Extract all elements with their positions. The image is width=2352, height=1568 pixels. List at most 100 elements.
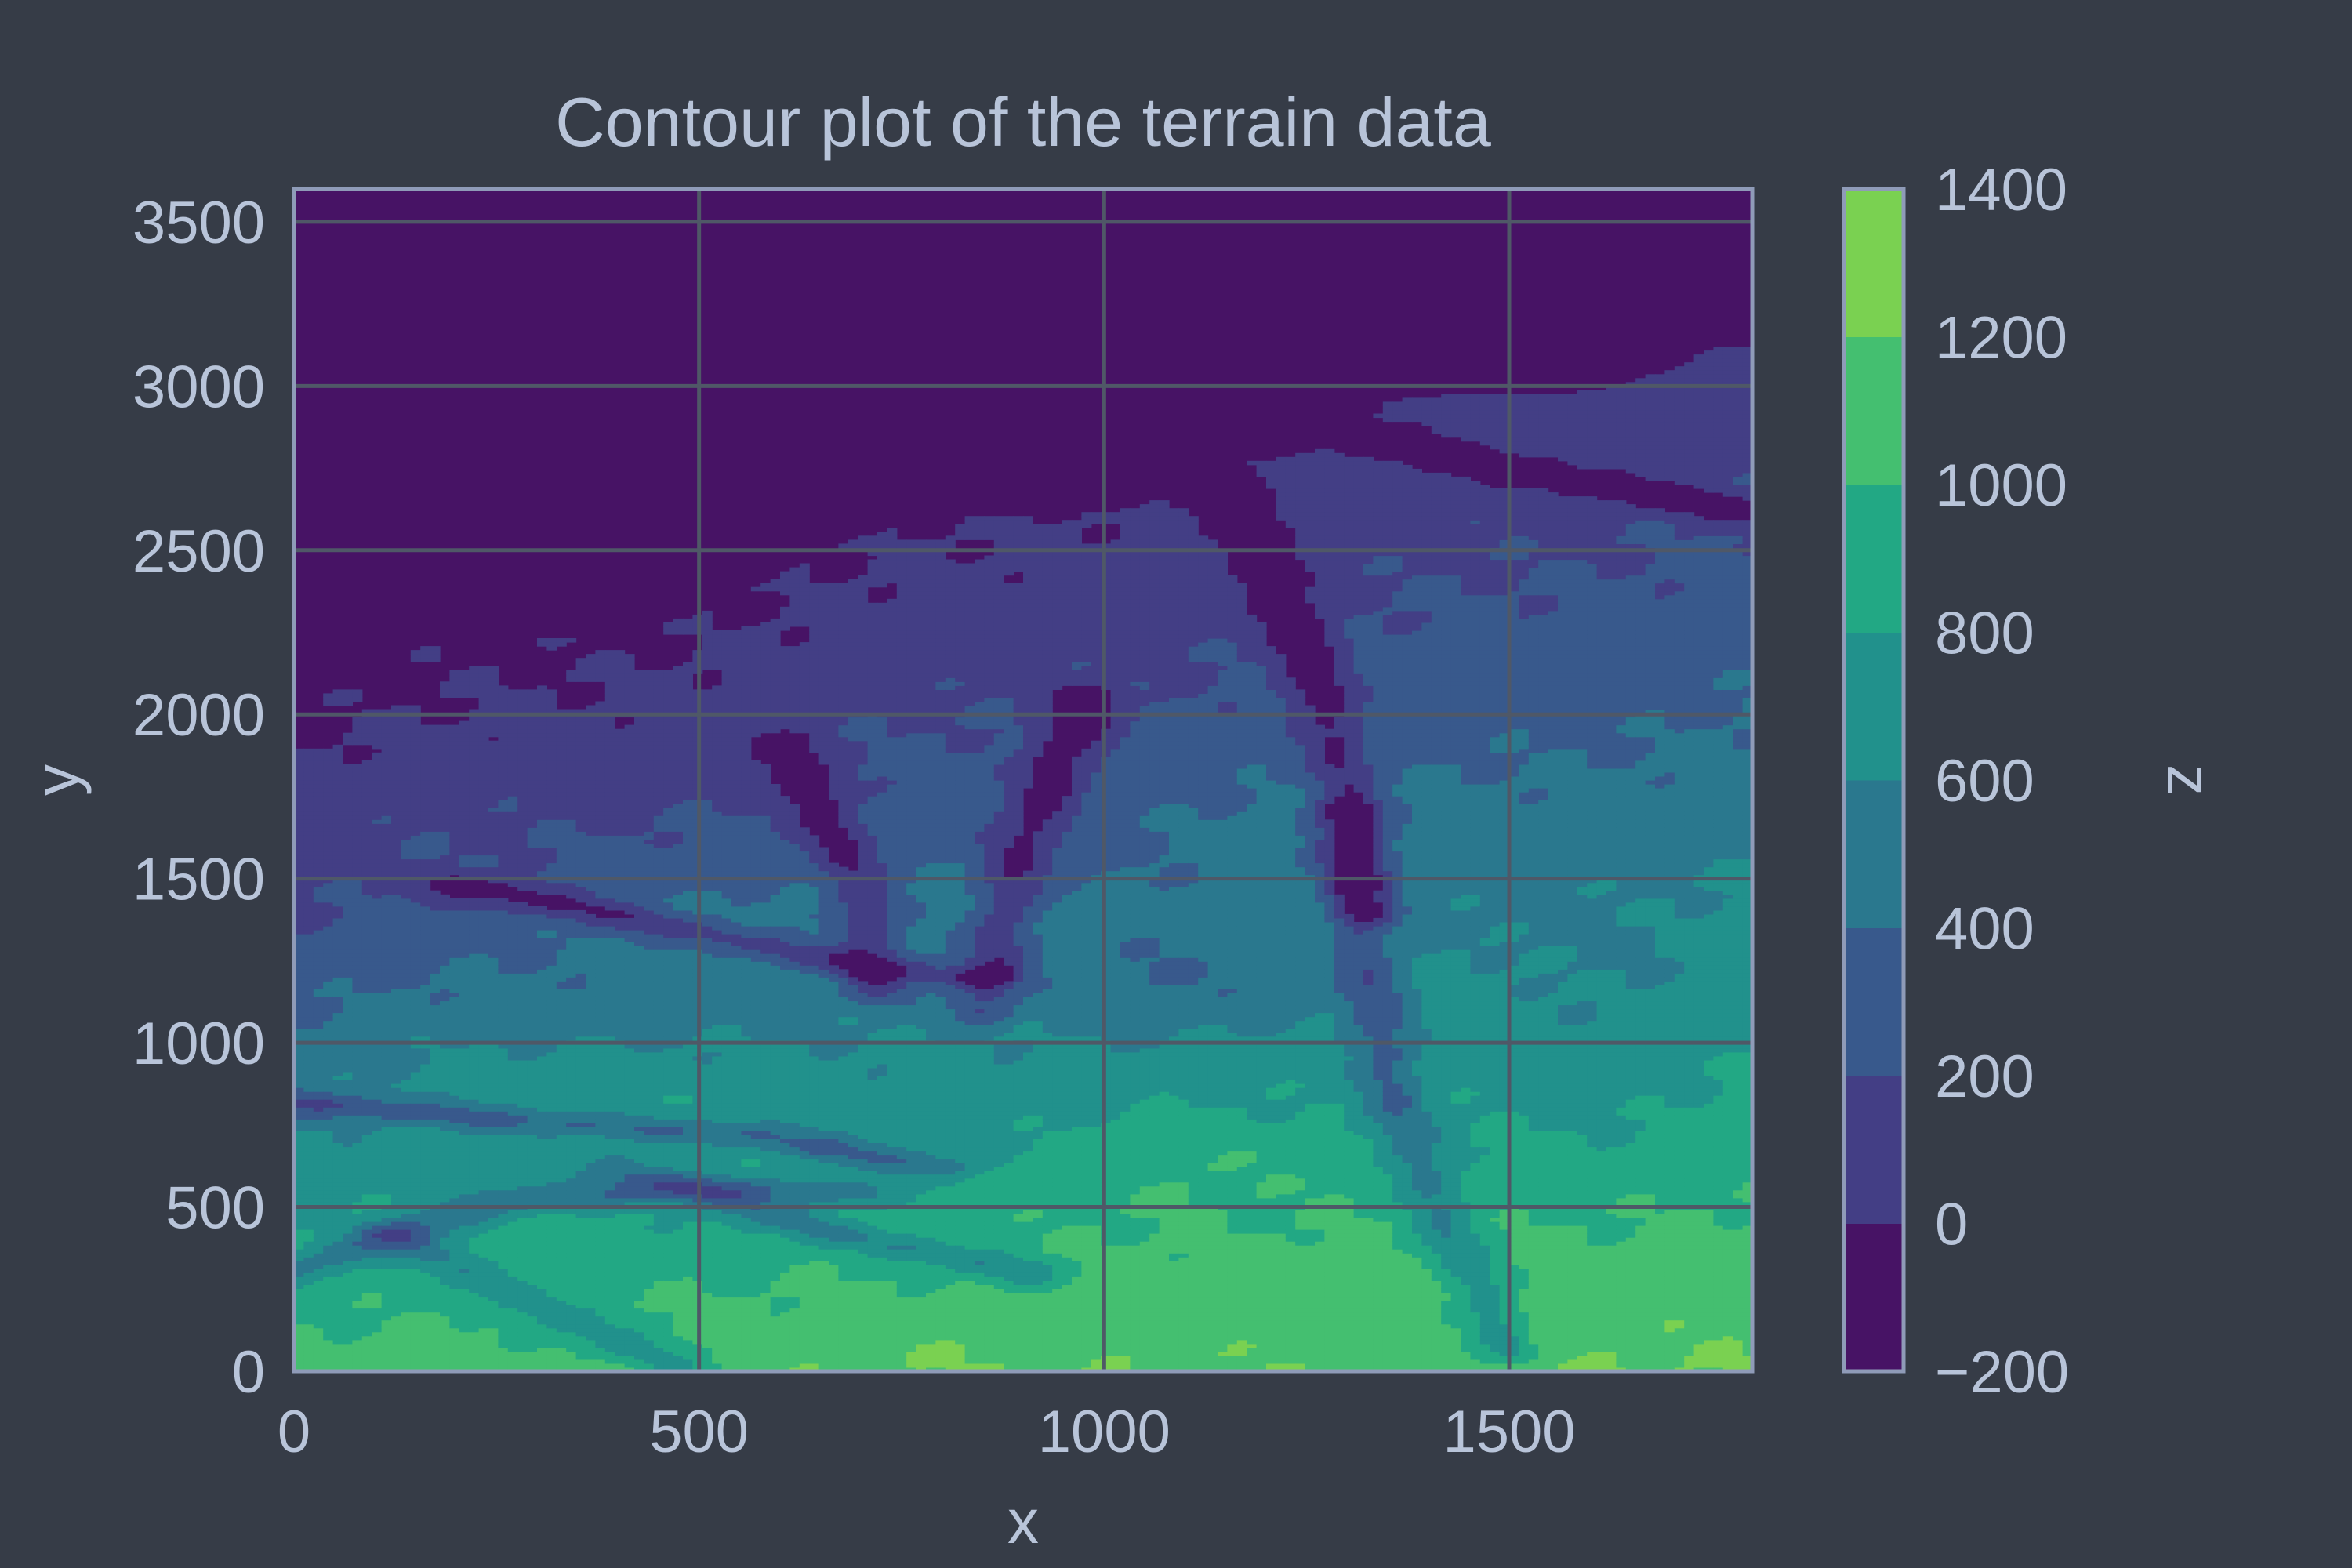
contour-cell [343,1194,353,1199]
contour-cell [314,891,324,895]
contour-cell [343,1115,353,1120]
contour-cell [303,1083,314,1088]
contour-cell [303,863,314,868]
contour-cell [333,1214,343,1218]
contour-cell [323,1356,333,1360]
contour-cell [303,1029,314,1033]
contour-cell [303,1265,314,1269]
contour-cell [314,1265,324,1269]
contour-cell [303,930,314,935]
contour-cell [323,1288,333,1293]
contour-cell [323,1194,333,1199]
contour-cell [343,1261,353,1265]
contour-cell [303,1284,314,1289]
contour-cell [323,788,333,793]
contour-cell [343,1245,353,1250]
contour-cell [333,1336,343,1341]
contour-cell [333,745,343,750]
contour-cell [343,1182,353,1187]
contour-cell [323,993,333,997]
contour-cell [303,1253,314,1258]
contour-cell [323,1257,333,1261]
contour-cell [303,1210,314,1214]
contour-cell [323,1198,333,1203]
contour-cell [314,1171,324,1175]
contour-cell [303,969,314,974]
contour-cell [323,757,333,761]
contour-cell [314,859,324,864]
contour-cell [323,796,333,800]
contour-cell [333,811,343,816]
contour-cell [333,1225,343,1230]
contour-cell [314,922,324,927]
contour-cell [314,902,324,907]
contour-cell [343,1210,353,1214]
contour-cell [323,784,333,789]
contour-cell [323,808,333,812]
contour-cell [343,926,353,931]
contour-cell [314,1332,324,1337]
contour-cell [303,764,314,769]
contour-cell [333,1111,343,1116]
contour-cell [314,949,324,954]
contour-cell [314,749,324,753]
contour-cell [323,887,333,891]
contour-cell [314,1261,324,1265]
contour-cell [314,1151,324,1156]
contour-cell [343,1241,353,1246]
contour-cell [333,930,343,935]
contour-cell [333,1324,343,1329]
contour-cell [333,1265,343,1269]
contour-cell [333,918,343,923]
contour-cell [343,1033,353,1037]
contour-cell [333,804,343,808]
contour-cell [314,957,324,962]
contour-cell [323,1095,333,1100]
contour-cell [314,1009,324,1014]
contour-cell [343,1064,353,1069]
contour-cell [343,1253,353,1258]
contour-cell [303,855,314,860]
contour-cell [303,757,314,761]
contour-cell [314,1276,324,1281]
contour-cell [323,815,333,820]
contour-cell [314,946,324,950]
contour-cell [333,1293,343,1298]
contour-cell [323,957,333,962]
contour-cell [343,938,353,942]
contour-cell [303,843,314,848]
contour-cell [343,1005,353,1010]
contour-cell [303,942,314,946]
contour-cell [303,1269,314,1273]
contour-cell [343,1265,353,1269]
contour-cell [343,1272,353,1277]
contour-cell [333,985,343,989]
contour-cell [303,993,314,997]
contour-cell [343,1123,353,1127]
contour-cell [333,1021,343,1025]
contour-cell [314,1198,324,1203]
contour-cell [323,1301,333,1305]
contour-cell [314,1123,324,1127]
contour-cell [323,1056,333,1061]
contour-cell [303,1272,314,1277]
contour-cell [343,1151,353,1156]
contour-cell [343,1293,353,1298]
contour-cell [343,981,353,985]
contour-cell [303,848,314,852]
contour-cell [314,1352,324,1356]
contour-cell [323,891,333,895]
contour-cell [343,1229,353,1234]
contour-cell [303,772,314,777]
contour-cell [323,1072,333,1076]
contour-cell [333,1233,343,1238]
contour-cell [314,1297,324,1301]
contour-cell [333,902,343,907]
contour-cell [314,1095,324,1100]
contour-cell [343,859,353,864]
contour-cell [343,1021,353,1025]
contour-cell [323,819,333,824]
contour-cell [303,1280,314,1285]
contour-cell [333,1044,343,1049]
contour-cell [314,1163,324,1167]
